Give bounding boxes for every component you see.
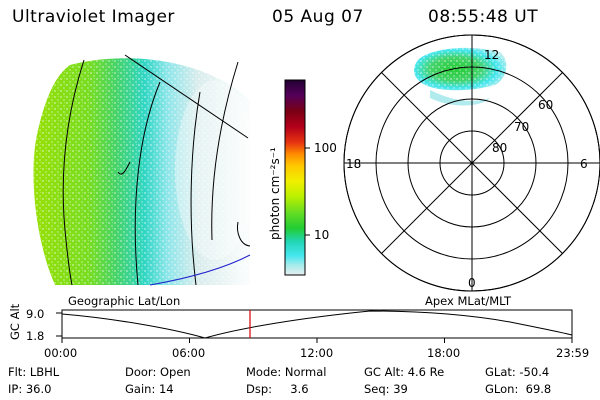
polar-plot [343,34,600,292]
time-label: 08:55:48 UT [428,7,539,27]
geographic-image [33,58,250,286]
altitude-plot [56,309,573,343]
lat-label-60: 60 [538,98,554,112]
time-tick-0000: 00:00 [44,346,78,360]
status-gc-alt: GC Alt: 4.6 Re [364,365,445,379]
time-tick-1800: 18:00 [427,346,461,360]
status-mode: Mode: Normal [246,365,327,379]
status-glon: GLon: 69.8 [485,382,552,396]
altitude-tick-bottom: 1.8 [26,329,45,343]
colorbar-unit-label: photon cm⁻²s⁻¹ [268,147,282,240]
status-door: Door: Open [125,365,191,379]
mlt-label-18: 18 [346,157,362,171]
lat-label-70: 70 [514,120,530,134]
apex-panel-label: Apex MLat/MLT [425,294,512,308]
altitude-tick-top: 9.0 [26,307,45,321]
mlt-label-6: 6 [580,157,588,171]
status-glat: GLat: -50.4 [485,365,550,379]
colorbar-label-10: 10 [314,228,330,242]
status-filter: Flt: LBHL [8,365,60,379]
altitude-axis-label: GC Alt [8,303,22,340]
time-tick-0600: 06:00 [172,346,206,360]
coastline [149,254,251,286]
time-tick-1200: 12:00 [300,346,334,360]
date-label: 05 Aug 07 [272,7,364,27]
geographic-grid [62,54,251,286]
geographic-panel-label: Geographic Lat/Lon [68,294,181,308]
lat-label-80: 80 [492,141,508,155]
colorbar [284,79,306,276]
colorbar-label-100: 100 [314,141,337,155]
time-tick-2359: 23:59 [556,346,590,360]
mlt-label-0: 0 [468,276,476,290]
status-seq: Seq: 39 [364,382,408,396]
instrument-title: Ultraviolet Imager [12,7,175,27]
status-dsp: Dsp: 3.6 [246,382,309,396]
status-ip: IP: 36.0 [8,382,52,396]
mlt-label-12: 12 [484,48,500,62]
status-gain: Gain: 14 [125,382,174,396]
